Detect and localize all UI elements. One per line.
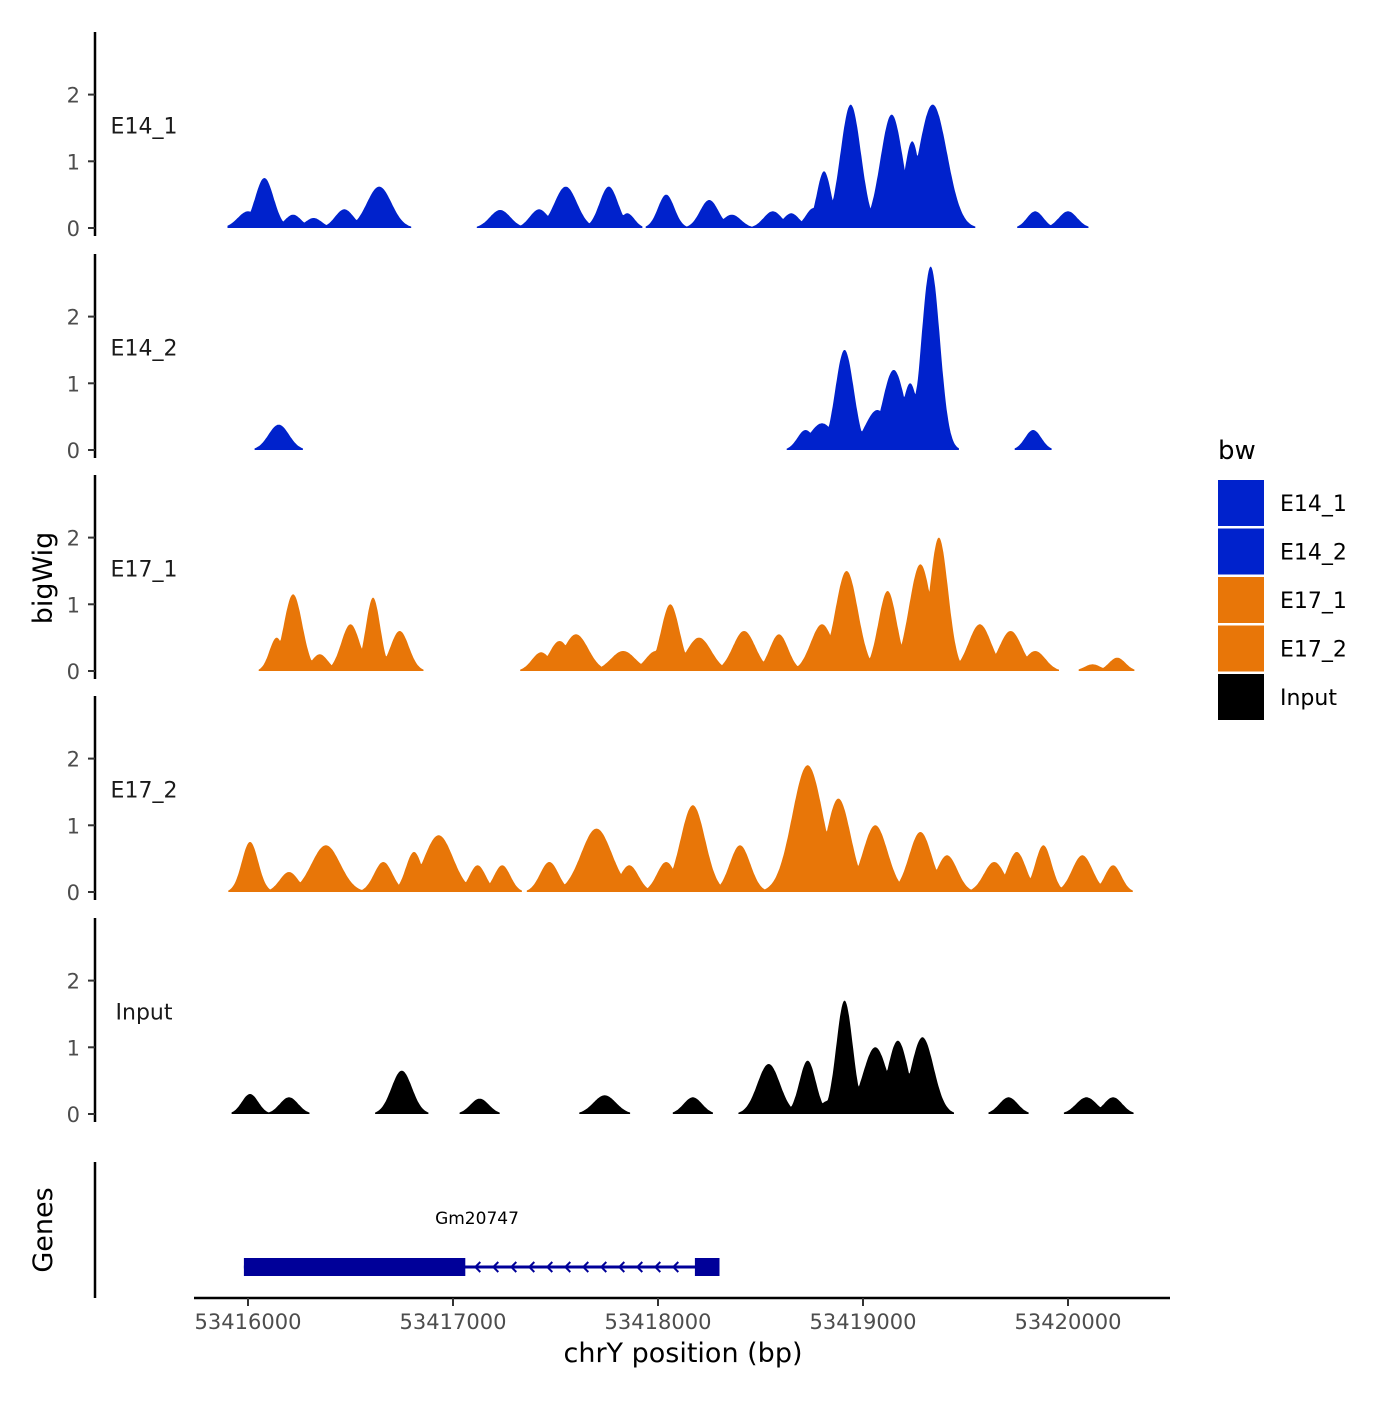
- signal-area-input-6: [988, 1097, 1029, 1114]
- x-tick-label-53419000: 53419000: [810, 1310, 917, 1334]
- legend-label-0: E14_1: [1280, 492, 1347, 517]
- strand-arrow-10: [653, 1261, 662, 1273]
- y-tick-label-e14-1-0: 0: [67, 217, 80, 241]
- legend-label-2: E17_1: [1280, 589, 1347, 614]
- x-axis-title: chrY position (bp): [563, 1338, 802, 1369]
- track-label-e14-1: E14_1: [111, 114, 178, 139]
- track-label-e17-1: E17_1: [111, 557, 178, 582]
- signal-area-e17-1-1: [520, 537, 1059, 671]
- signal-area-e17-1-0: [258, 594, 424, 671]
- signal-area-input-5: [738, 1000, 954, 1114]
- gene-exon-1: [694, 1258, 720, 1276]
- y-tick-label-e14-1-2: 2: [67, 84, 80, 108]
- signal-area-input-2: [459, 1098, 500, 1114]
- signal-area-input-0: [231, 1094, 310, 1114]
- strand-arrow-2: [509, 1261, 518, 1273]
- track-label-input: Input: [116, 1000, 173, 1025]
- signal-area-input-1: [375, 1070, 429, 1114]
- signal-area-e14-1-1: [476, 186, 643, 228]
- signal-area-input-3: [579, 1095, 631, 1114]
- y-tick-label-e17-1-1: 1: [67, 593, 80, 617]
- y-tick-label-e14-1-1: 1: [67, 150, 80, 174]
- signal-area-e17-2-0: [228, 835, 522, 892]
- y-tick-label-input-1: 1: [67, 1036, 80, 1060]
- y-tick-label-e17-1-0: 0: [67, 660, 80, 684]
- legend-label-1: E14_2: [1280, 541, 1347, 566]
- x-tick-label-53420000: 53420000: [1015, 1310, 1122, 1334]
- x-tick-label-53417000: 53417000: [400, 1310, 507, 1334]
- y-tick-label-e14-2-2: 2: [67, 306, 80, 330]
- x-tick-label-53418000: 53418000: [605, 1310, 712, 1334]
- legend-title: bw: [1218, 436, 1256, 466]
- strand-arrow-8: [617, 1261, 626, 1273]
- legend-swatch-0: [1218, 480, 1264, 526]
- y-axis-title: bigWig: [28, 532, 59, 625]
- signal-area-e14-1-2: [645, 104, 976, 228]
- strand-arrow-6: [581, 1261, 590, 1273]
- strand-arrow-3: [527, 1261, 536, 1273]
- signal-area-input-7: [1063, 1097, 1134, 1114]
- legend-swatch-4: [1218, 674, 1264, 720]
- signal-area-e14-1-3: [1017, 211, 1089, 228]
- legend-swatch-1: [1218, 528, 1264, 575]
- strand-arrow-1: [491, 1261, 500, 1273]
- gene-name-label: Gm20747: [435, 1209, 519, 1229]
- y-tick-label-e17-2-0: 0: [67, 881, 80, 905]
- signal-area-e17-2-1: [526, 765, 1133, 892]
- strand-arrow-11: [671, 1261, 680, 1273]
- signal-area-e17-1-2: [1078, 657, 1135, 671]
- y-tick-label-e17-2-2: 2: [67, 748, 80, 772]
- y-tick-label-e17-2-1: 1: [67, 814, 80, 838]
- y-tick-label-e14-2-0: 0: [67, 439, 80, 463]
- gene-exon-0: [243, 1258, 466, 1276]
- legend-swatch-3: [1218, 625, 1264, 672]
- y-tick-label-e14-2-1: 1: [67, 372, 80, 396]
- strand-arrow-4: [545, 1261, 554, 1273]
- x-tick-label-53416000: 53416000: [195, 1310, 302, 1334]
- signal-area-e14-2-0: [254, 424, 303, 450]
- signal-area-e14-1-0: [227, 178, 412, 228]
- strand-arrow-0: [473, 1261, 482, 1273]
- legend-label-3: E17_2: [1280, 638, 1347, 663]
- signal-area-e14-2-1: [786, 266, 959, 450]
- y-tick-label-input-0: 0: [67, 1103, 80, 1127]
- signal-area-e14-2-2: [1014, 430, 1052, 450]
- strand-arrow-9: [635, 1261, 644, 1273]
- legend-swatch-2: [1218, 577, 1264, 623]
- signal-area-input-4: [672, 1097, 713, 1114]
- y-tick-label-e17-1-2: 2: [67, 527, 80, 551]
- track-label-e17-2: E17_2: [111, 778, 178, 803]
- strand-arrow-5: [563, 1261, 572, 1273]
- track-label-e14-2: E14_2: [111, 336, 178, 361]
- strand-arrow-7: [599, 1261, 608, 1273]
- legend-label-4: Input: [1280, 686, 1337, 711]
- y-tick-label-input-2: 2: [67, 970, 80, 994]
- genes-axis-title: Genes: [28, 1187, 59, 1272]
